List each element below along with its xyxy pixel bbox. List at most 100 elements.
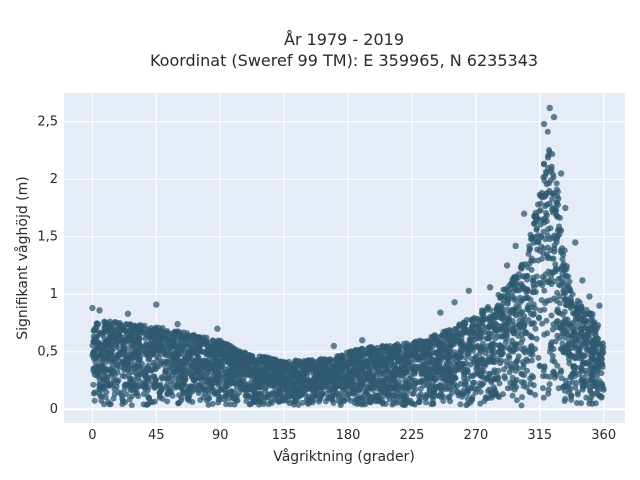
scatter-point <box>204 357 211 364</box>
scatter-point <box>401 364 408 371</box>
scatter-point <box>457 380 464 387</box>
scatter-point <box>471 314 478 321</box>
chart-title-line-2: Koordinat (Sweref 99 TM): E 359965, N 62… <box>150 51 538 70</box>
scatter-point <box>277 362 284 369</box>
scatter-point <box>554 332 561 339</box>
scatter-point <box>557 275 564 282</box>
scatter-point <box>94 367 101 374</box>
scatter-point <box>327 393 334 400</box>
scatter-point <box>439 341 446 348</box>
scatter-point <box>478 329 485 336</box>
scatter-point <box>165 388 172 395</box>
scatter-point <box>138 325 145 332</box>
scatter-point <box>334 366 341 373</box>
scatter-point <box>386 391 393 398</box>
scatter-point <box>551 242 558 249</box>
scatter-point <box>400 349 407 356</box>
scatter-point <box>308 378 315 385</box>
scatter-point <box>520 361 527 368</box>
scatter-point <box>395 369 402 376</box>
scatter-point <box>325 367 332 374</box>
scatter-point <box>496 348 503 355</box>
scatter-point <box>530 277 537 284</box>
scatter-point <box>123 382 130 389</box>
scatter-point <box>204 379 211 386</box>
scatter-point <box>147 367 154 374</box>
scatter-point <box>330 399 337 406</box>
scatter-point <box>287 380 294 387</box>
scatter-point <box>469 344 476 351</box>
chart-title-line-1: År 1979 - 2019 <box>284 30 404 49</box>
scatter-point <box>492 320 499 327</box>
scatter-point <box>126 336 133 343</box>
scatter-point <box>359 376 366 383</box>
scatter-point <box>557 367 564 374</box>
scatter-point <box>243 398 250 405</box>
scatter-point <box>123 357 130 364</box>
scatter-point <box>531 320 538 327</box>
scatter-point <box>302 386 309 393</box>
scatter-point <box>272 357 279 364</box>
scatter-point <box>505 316 512 323</box>
scatter-point <box>584 338 591 345</box>
scatter-point <box>142 329 149 336</box>
scatter-point <box>498 310 505 317</box>
scatter-point <box>341 370 348 377</box>
scatter-point <box>497 342 504 349</box>
scatter-point <box>556 300 563 307</box>
scatter-point <box>486 354 493 361</box>
scatter-point <box>166 344 173 351</box>
scatter-point <box>391 385 398 392</box>
scatter-point <box>445 356 452 363</box>
scatter-point <box>538 297 545 304</box>
scatter-point <box>495 302 502 309</box>
scatter-point <box>501 373 508 380</box>
scatter-point <box>121 367 128 374</box>
scatter-point <box>563 301 570 308</box>
scatter-point <box>560 287 567 294</box>
scatter-point <box>302 360 309 367</box>
scatter-point <box>323 390 330 397</box>
scatter-point <box>518 339 525 346</box>
scatter-point <box>463 381 470 388</box>
scatter-point <box>495 327 502 334</box>
scatter-point <box>437 381 444 388</box>
scatter-point <box>439 393 446 400</box>
scatter-point <box>209 400 216 407</box>
scatter-point <box>217 337 224 344</box>
scatter-point <box>172 342 179 349</box>
y-tick-label: 0,5 <box>37 345 58 360</box>
scatter-point <box>124 310 132 317</box>
scatter-point <box>137 353 144 360</box>
scatter-point <box>446 360 453 367</box>
scatter-point <box>123 391 130 398</box>
scatter-point <box>468 323 475 330</box>
scatter-point <box>477 400 484 407</box>
scatter-point <box>518 402 525 409</box>
x-tick-label: 180 <box>336 428 361 443</box>
scatter-point <box>545 386 552 393</box>
scatter-point <box>502 286 509 293</box>
scatter-point <box>579 277 586 284</box>
scatter-point <box>549 234 556 241</box>
scatter-point <box>90 333 97 340</box>
scatter-point <box>433 350 440 357</box>
scatter-point <box>542 209 549 216</box>
scatter-point <box>90 327 97 334</box>
scatter-point <box>386 344 393 351</box>
scatter-point <box>110 333 117 340</box>
scatter-point <box>187 370 194 377</box>
scatter-point <box>238 385 245 392</box>
scatter-point <box>215 379 222 386</box>
scatter-point <box>126 396 133 403</box>
scatter-point <box>544 253 551 260</box>
scatter-point <box>573 310 580 317</box>
scatter-point <box>228 368 235 375</box>
scatter-point <box>255 366 262 373</box>
scatter-point <box>546 348 553 355</box>
scatter-point <box>548 312 555 319</box>
scatter-point <box>535 354 542 361</box>
scatter-point <box>516 321 523 328</box>
scatter-point <box>179 367 186 374</box>
scatter-point <box>565 326 572 333</box>
